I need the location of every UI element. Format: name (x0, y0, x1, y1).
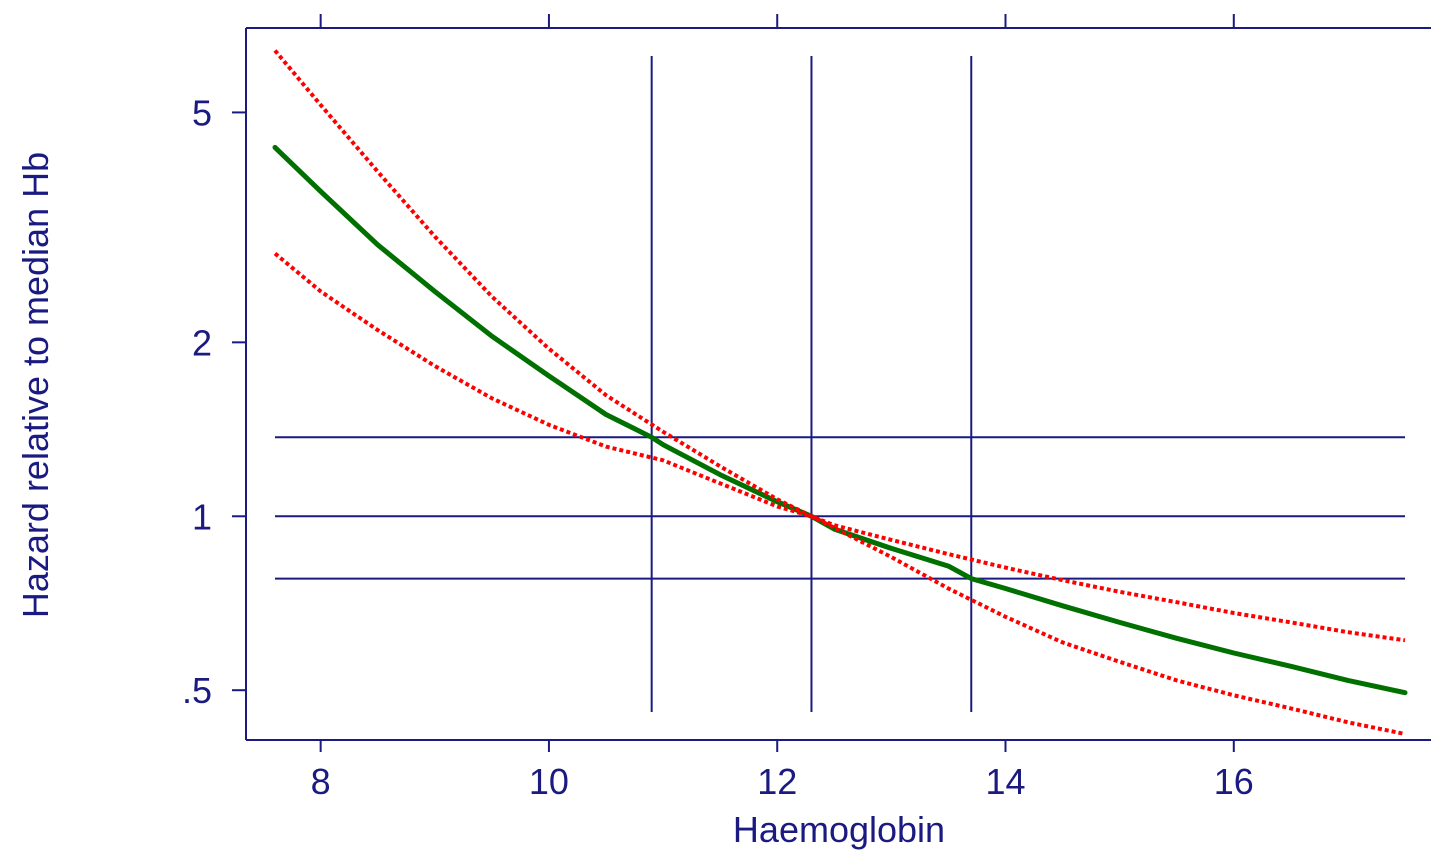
reference-lines (275, 56, 1405, 712)
x-axis-title: Haemoglobin (733, 809, 945, 850)
y-axis-title: Hazard relative to median Hb (15, 152, 56, 618)
upper-ci-line (273, 49, 1406, 643)
x-tick-label: 8 (311, 761, 331, 802)
y-tick-label: .5 (182, 670, 212, 711)
y-tick-label: 1 (192, 496, 212, 537)
x-tick-label: 10 (529, 761, 569, 802)
axes (245, 27, 1431, 741)
x-tick-label: 12 (757, 761, 797, 802)
y-tick-label: 2 (192, 322, 212, 363)
x-tick-label: 16 (1214, 761, 1254, 802)
lower-ci-line (273, 251, 1406, 736)
series-layer (272, 49, 1408, 736)
y-tick-label: 5 (192, 92, 212, 133)
estimate-line (272, 144, 1408, 696)
x-tick-label: 14 (985, 761, 1025, 802)
x-ticks: 8 10 12 14 16 (311, 14, 1254, 802)
y-ticks: .5 1 2 5 (182, 92, 246, 711)
